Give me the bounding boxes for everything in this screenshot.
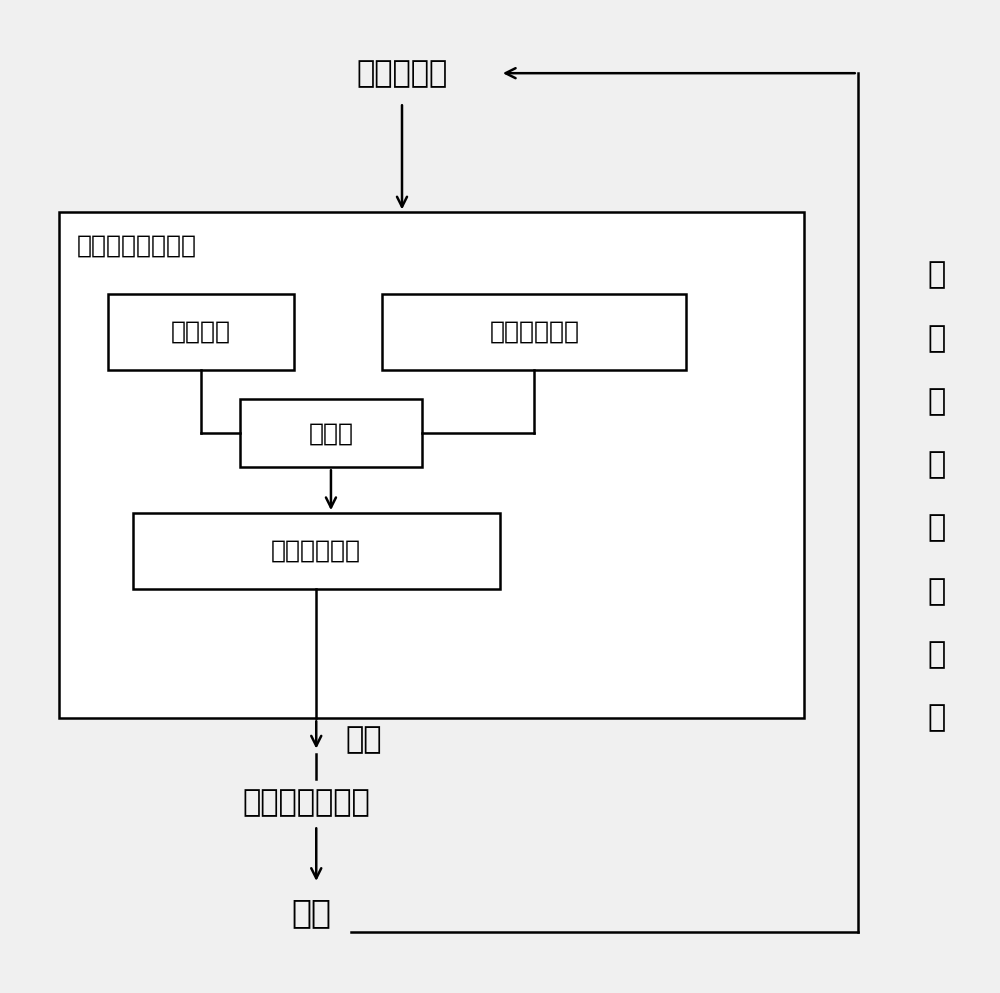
Text: 合模: 合模 [291,897,331,929]
Text: 变: 变 [927,703,945,733]
Text: 运算处理单元: 运算处理单元 [489,320,579,344]
Text: 测: 测 [927,260,945,290]
FancyBboxPatch shape [108,294,294,370]
Text: 应: 应 [927,640,945,669]
FancyBboxPatch shape [132,513,500,589]
Text: 杆: 杆 [927,577,945,606]
Text: 量: 量 [927,324,945,353]
Text: 存储单元: 存储单元 [171,320,231,344]
Text: 应变传感器: 应变传感器 [356,59,448,87]
FancyBboxPatch shape [382,294,686,370]
Text: 开模: 开模 [346,725,382,755]
Text: 控制指令单元: 控制指令单元 [271,539,361,563]
Text: 闭环反馈控制系统: 闭环反馈控制系统 [77,233,197,258]
FancyBboxPatch shape [59,213,804,718]
FancyBboxPatch shape [240,399,422,468]
Text: 根: 根 [927,451,945,480]
Text: 前螺母伺服电机: 前螺母伺服电机 [243,788,370,817]
Text: 拉: 拉 [927,513,945,542]
Text: 四: 四 [927,387,945,416]
Text: 比较器: 比较器 [308,421,353,445]
